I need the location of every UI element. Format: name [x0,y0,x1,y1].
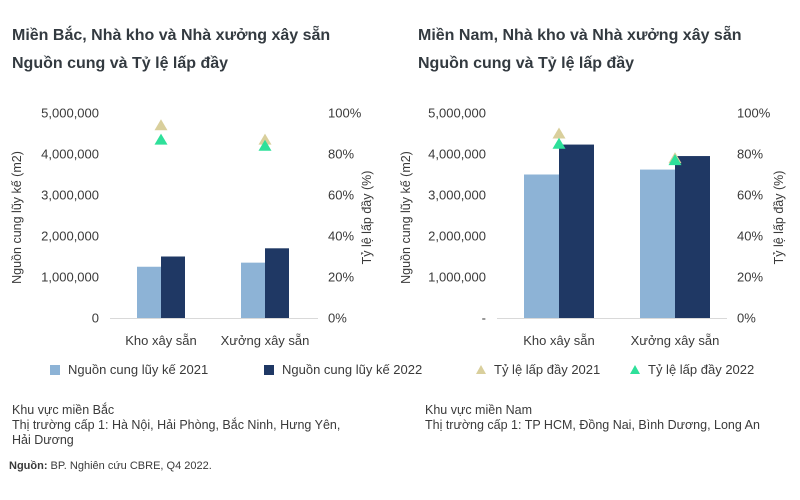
legend-swatch-supply-2021 [50,364,60,375]
north-x-tick-label: Xưởng xây sẵn [221,333,310,348]
chart-title-north-line2: Nguồn cung và Tỷ lệ lấp đầy [12,55,229,72]
chart-title-south: Miền Nam, Nhà kho và Nhà xưởng xây sẵn N… [418,22,742,78]
north-marker-occupancy-2022 [154,133,168,145]
south-marker-occupancy-2022 [668,154,682,166]
legend: Nguồn cung lũy kế 2021 Nguồn cung lũy kế… [0,362,800,382]
chart-title-north: Miền Bắc, Nhà kho và Nhà xưởng xây sẵn N… [12,22,330,78]
north-bar-2022 [265,248,289,318]
note-north-line2: Thị trường cấp 1: Hà Nội, Hải Phòng, Bắc… [12,418,341,432]
north-marker-occupancy-2021 [154,119,168,131]
north-y2-tick-label: 100% [328,106,362,121]
south-y-tick-label: 5,000,000 [428,106,486,121]
legend-swatch-supply-2022 [264,364,274,375]
charts-canvas: 0 1,000,000 2,000,000 3,000,000 4,000,000 5,0… [10,106,786,349]
south-y-tick-label: - [482,311,486,326]
south-y-axis-title: Nguồn cung lũy kế (m2) [399,151,413,284]
south-y2-tick-label: 60% [737,188,763,203]
south-bar-2022 [559,144,594,318]
legend-item-supply-2022: Nguồn cung lũy kế 2022 [264,362,422,377]
south-y2-axis-title: Tỷ lệ lấp đầy (%) [772,171,786,265]
south-bar-2021 [640,169,675,318]
south-marker-occupancy-2022 [552,137,566,149]
north-marker-occupancy-2021 [258,133,272,145]
legend-item-occupancy-2022: Tỷ lệ lấp đầy 2022 [630,362,754,377]
north-y-tick-label: 3,000,000 [41,188,99,203]
note-south: Khu vực miền Nam Thị trường cấp 1: TP HC… [425,403,795,433]
source-text: BP. Nghiên cứu CBRE, Q4 2022. [47,460,212,472]
legend-item-supply-2021: Nguồn cung lũy kế 2021 [50,362,208,377]
north-y-tick-label: 1,000,000 [41,270,99,285]
chart-title-north-line1: Miền Bắc, Nhà kho và Nhà xưởng xây sẵn [12,27,331,44]
north-y2-tick-label: 20% [328,270,354,285]
south-bar-2022 [675,156,710,318]
south-y-tick-label: 3,000,000 [428,188,486,203]
chart-title-south-line2: Nguồn cung và Tỷ lệ lấp đầy [418,55,635,72]
south-y2-tick-label: 20% [737,270,763,285]
legend-item-occupancy-2021: Tỷ lệ lấp đầy 2021 [476,362,600,377]
south-y-tick-label: 4,000,000 [428,147,486,162]
north-y-tick-label: 5,000,000 [41,106,99,121]
legend-triangle-occupancy-2022 [630,365,640,374]
north-y2-tick-label: 80% [328,147,354,162]
north-y-tick-label: 2,000,000 [41,229,99,244]
north-bar-2021 [241,262,265,318]
legend-triangle-occupancy-2021 [476,365,486,374]
legend-label-supply-2021: Nguồn cung lũy kế 2021 [68,362,209,377]
south-x-tick-label: Kho xây sẵn [523,333,595,348]
north-y2-tick-label: 40% [328,229,354,244]
south-y-tick-label: 1,000,000 [428,270,486,285]
north-x-tick-label: Kho xây sẵn [125,333,197,348]
north-y2-tick-label: 0% [328,311,347,326]
north-bar-2022 [161,256,185,318]
south-y2-tick-label: 100% [737,106,771,121]
south-y2-tick-label: 0% [737,311,756,326]
note-south-line2: Thị trường cấp 1: TP HCM, Đồng Nai, Bình… [425,418,760,432]
note-north-line3: Hải Dương [12,433,74,447]
north-bar-2021 [137,266,161,318]
legend-label-occupancy-2022: Tỷ lệ lấp đầy 2022 [648,362,755,377]
south-bar-2021 [524,174,559,318]
north-marker-occupancy-2022 [258,139,272,151]
south-y-tick-label: 2,000,000 [428,229,486,244]
note-north-line1: Khu vực miền Bắc [12,403,115,417]
north-y-axis-title: Nguồn cung lũy kế (m2) [10,151,24,284]
north-y-tick-label: 0 [92,311,99,326]
north-y2-axis-title: Tỷ lệ lấp đầy (%) [360,171,374,265]
source-note: Nguồn: BP. Nghiên cứu CBRE, Q4 2022. [9,460,212,472]
note-north: Khu vực miền Bắc Thị trường cấp 1: Hà Nộ… [12,403,392,448]
chart-title-south-line1: Miền Nam, Nhà kho và Nhà xưởng xây sẵn [418,27,742,44]
note-south-line1: Khu vực miền Nam [425,403,533,417]
north-y2-tick-label: 60% [328,188,354,203]
south-y2-tick-label: 80% [737,147,763,162]
south-x-tick-label: Xưởng xây sẵn [631,333,720,348]
north-y-tick-label: 4,000,000 [41,147,99,162]
source-label: Nguồn: [9,460,48,472]
south-marker-occupancy-2021 [552,127,566,139]
legend-label-occupancy-2021: Tỷ lệ lấp đầy 2021 [494,362,601,377]
legend-label-supply-2022: Nguồn cung lũy kế 2022 [282,362,423,377]
south-y2-tick-label: 40% [737,229,763,244]
